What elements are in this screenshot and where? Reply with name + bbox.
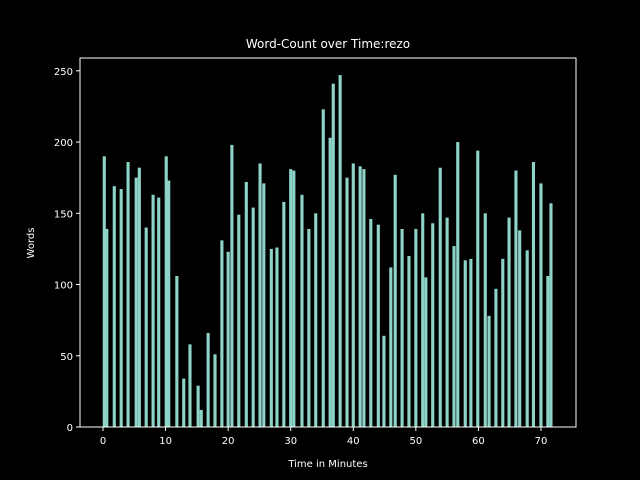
bar [220,240,224,427]
bar [262,183,266,427]
bar [549,203,553,427]
bar [300,194,304,427]
y-tick-label: 0 [67,423,73,434]
bar [314,213,318,427]
bar [476,150,480,427]
x-tick-label: 0 [100,436,106,447]
bar [414,228,418,427]
bar [345,177,349,427]
y-tick-label: 250 [54,67,73,78]
bar [292,170,296,427]
bar [456,142,460,427]
bar [469,258,473,427]
bar [382,335,386,427]
bar [175,275,179,427]
bar [112,186,116,427]
bar [251,207,255,427]
bar [424,277,428,427]
x-tick-label: 40 [347,436,360,447]
bar [431,223,435,427]
bar [213,354,217,427]
bar [487,315,491,427]
bar [328,137,332,427]
y-tick-label: 100 [54,281,73,292]
bar [199,409,203,427]
x-axis-label: Time in Minutes [287,459,367,470]
bar [230,144,234,427]
bar [358,166,362,427]
bar [105,228,109,427]
bar [351,163,355,427]
y-tick-label: 50 [60,352,73,363]
bar [463,260,467,427]
bar [438,167,442,427]
bar [258,163,262,427]
bar [389,267,393,427]
y-tick-label: 200 [54,138,73,149]
y-axis-label: Words [26,228,37,259]
bar [144,227,148,427]
bar [452,246,456,427]
bar [282,201,286,427]
x-tick-label: 30 [284,436,297,447]
bar [164,156,168,427]
bar [369,218,373,427]
bar [321,109,325,427]
bar [126,162,130,428]
chart-title: Word-Count over Time:rezo [246,37,410,51]
bar [226,251,230,427]
bar [362,169,366,427]
bar [525,250,529,427]
y-tick-label: 150 [54,209,73,220]
bar [445,217,449,427]
bar [188,344,192,427]
bar [182,378,186,427]
bar [237,214,241,427]
bar [275,247,279,427]
bar [137,167,141,427]
bar [151,194,155,427]
bar [289,169,293,427]
bar [134,177,138,427]
x-tick-label: 70 [535,436,548,447]
bar [307,228,311,427]
bar [494,288,498,427]
bar [244,181,248,427]
bar [167,180,171,427]
x-tick-label: 60 [472,436,485,447]
bar [331,83,335,428]
x-tick-label: 50 [409,436,422,447]
bar [421,213,425,427]
axes-frame [79,57,577,428]
bar [507,217,511,427]
bar [546,275,550,427]
bar [514,170,518,427]
bar [269,248,273,427]
bar [376,224,380,427]
x-tick-label: 10 [159,436,172,447]
bar [206,332,210,427]
bar [539,183,543,427]
bar [157,197,161,427]
bar [407,256,411,427]
bar [518,230,522,427]
bar [501,258,505,427]
bar [196,385,200,427]
bar [338,75,342,427]
bar [119,189,123,427]
bar [400,228,404,427]
bar [102,156,106,427]
bar [531,162,536,428]
bar [393,174,397,427]
x-tick-label: 20 [222,436,235,447]
bar [483,213,487,427]
